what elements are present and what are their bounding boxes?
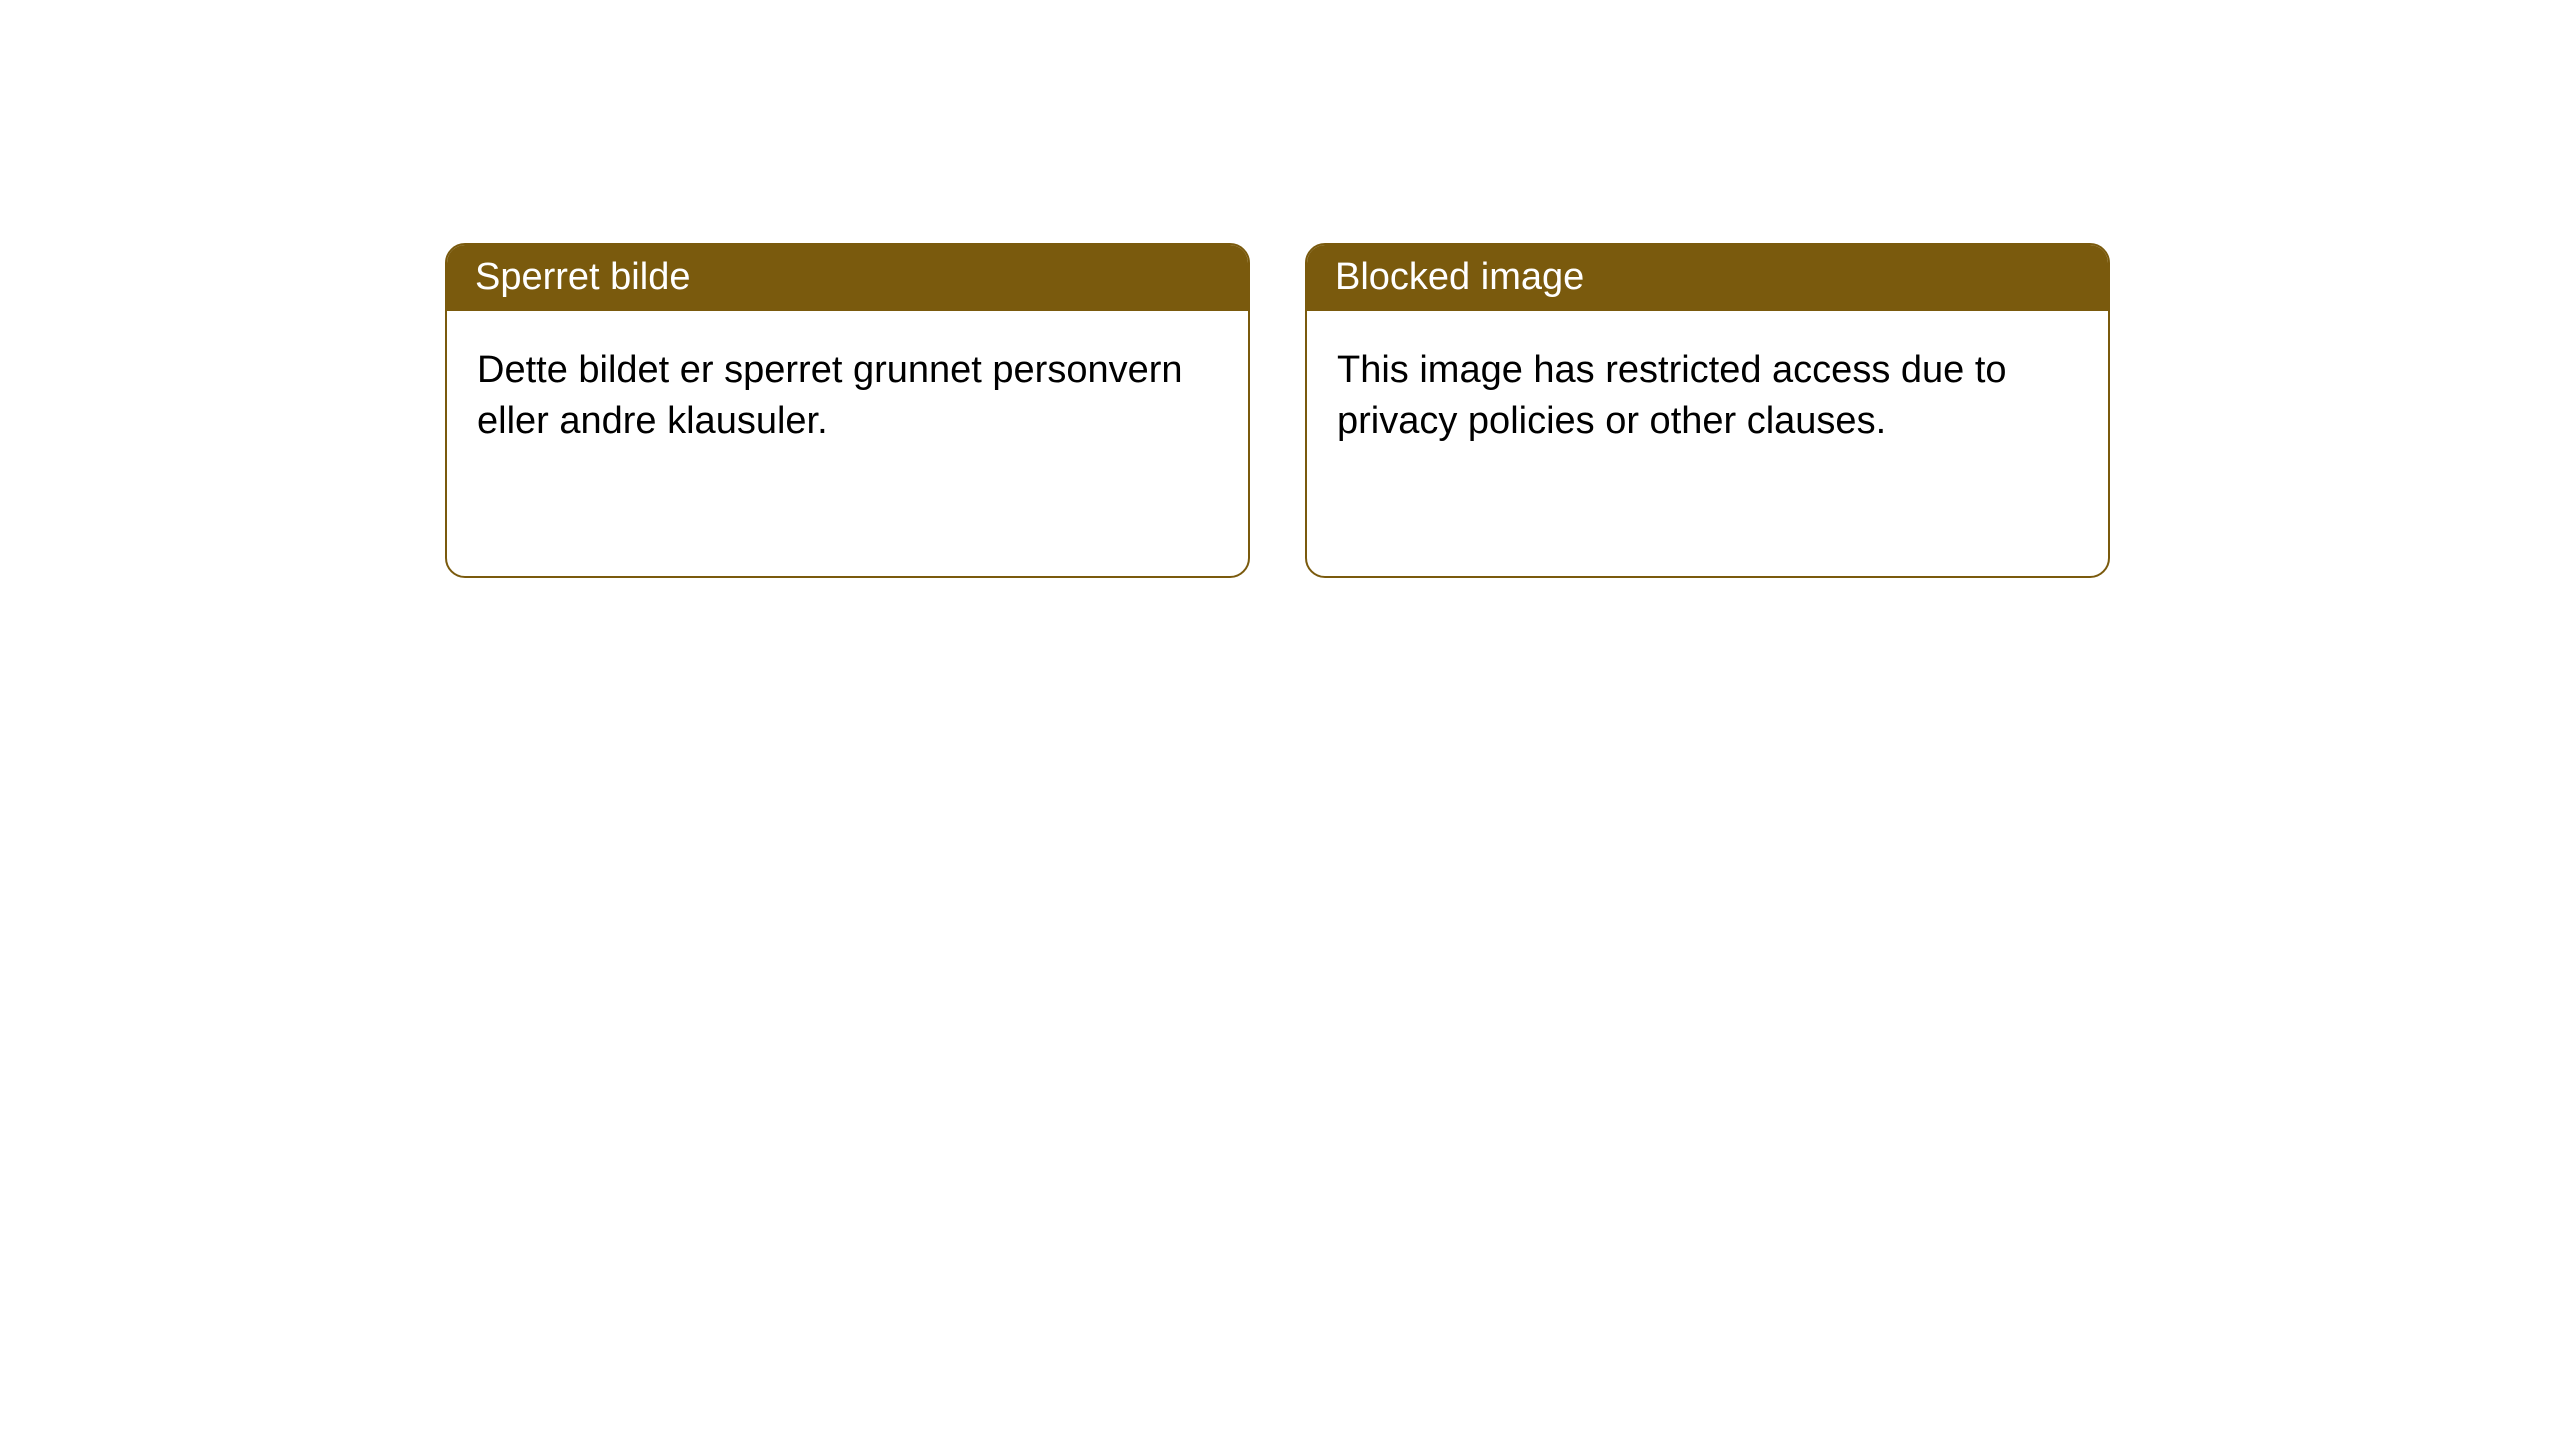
notice-header-norwegian: Sperret bilde: [447, 245, 1248, 311]
notice-header-english: Blocked image: [1307, 245, 2108, 311]
notice-body-norwegian: Dette bildet er sperret grunnet personve…: [447, 311, 1248, 482]
notice-card-english: Blocked image This image has restricted …: [1305, 243, 2110, 578]
notice-body-english: This image has restricted access due to …: [1307, 311, 2108, 482]
notice-card-norwegian: Sperret bilde Dette bildet er sperret gr…: [445, 243, 1250, 578]
notice-container: Sperret bilde Dette bildet er sperret gr…: [445, 243, 2110, 578]
